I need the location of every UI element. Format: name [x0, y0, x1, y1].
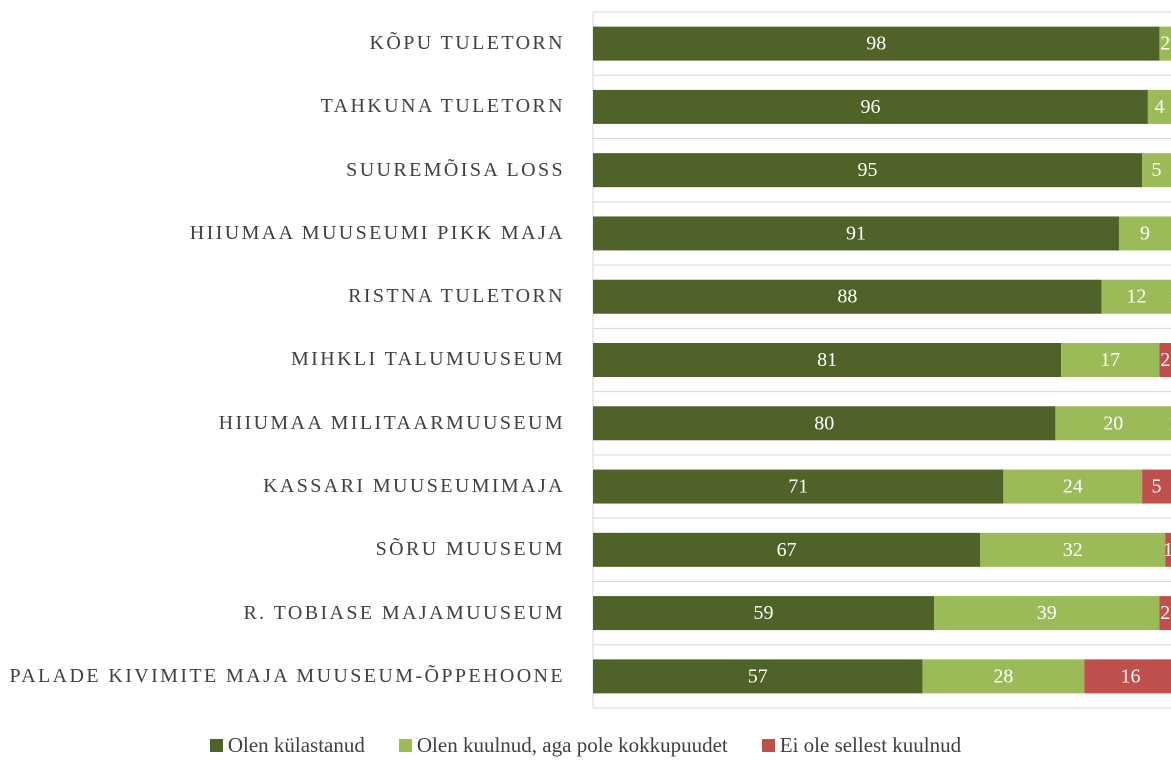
- legend-item: Olen kuulnud, aga pole kokkupuudet: [398, 733, 728, 758]
- category-label: MIHKLI TALUMUUSEUM: [290, 348, 565, 371]
- category-label: KASSARI MUUSEUMIMAJA: [263, 475, 565, 498]
- bar-segment: [1118, 216, 1171, 251]
- bar-segment: [593, 406, 1056, 441]
- legend-swatch: [209, 739, 223, 752]
- data-label: 5: [1152, 159, 1162, 181]
- category-label: HIIUMAA MILITAARMUUSEUM: [218, 411, 565, 434]
- bar-segment: [1101, 279, 1171, 314]
- legend-label: Olen külastanud: [227, 733, 365, 757]
- data-label: 32: [1063, 539, 1083, 561]
- data-label: 5: [1152, 476, 1162, 498]
- data-label: 96: [860, 96, 880, 118]
- bar-segment: [1142, 153, 1171, 188]
- category-label: SUUREMÕISA LOSS: [346, 158, 565, 181]
- bar-segment: [1003, 469, 1143, 504]
- data-label: 98: [866, 33, 886, 55]
- bar-segment: [1159, 26, 1171, 61]
- category-label: TAHKUNA TULETORN: [320, 95, 565, 118]
- bar-segment: [593, 532, 981, 567]
- data-label: 88: [837, 286, 857, 308]
- bar-segment: [593, 26, 1160, 61]
- bar-segment: [1147, 89, 1171, 124]
- bar-segment: [934, 596, 1160, 631]
- data-label: 95: [858, 159, 878, 181]
- legend-swatch: [761, 739, 775, 752]
- bar-segment: [593, 279, 1102, 314]
- bar-segment: [1084, 659, 1171, 694]
- legend-swatch: [398, 739, 412, 752]
- data-label: 12: [1126, 286, 1146, 308]
- data-label: 91: [846, 222, 866, 244]
- bar-segment: [1165, 532, 1171, 567]
- category-label: KÕPU TULETORN: [369, 32, 565, 55]
- legend-label: Ei ole sellest kuulnud: [779, 733, 962, 757]
- bar-segment: [593, 343, 1062, 377]
- bar-segment: [593, 469, 1004, 504]
- data-label: 1: [1169, 412, 1171, 434]
- data-label: 57: [748, 665, 768, 687]
- data-label: 81: [817, 349, 837, 371]
- bar-segment: [593, 216, 1119, 251]
- data-label: 71: [788, 476, 808, 498]
- legend-label: Olen kuulnud, aga pole kokkupuudet: [416, 733, 728, 757]
- bar-segment: [593, 153, 1143, 188]
- category-label: HIIUMAA MUUSEUMI PIKK MAJA: [189, 221, 565, 244]
- data-label: 4: [1154, 96, 1164, 118]
- legend-item: Olen külastanud: [209, 733, 365, 758]
- bar-segment: [1142, 469, 1171, 504]
- data-label: 20: [1103, 412, 1123, 434]
- bar-segment: [1159, 343, 1171, 377]
- data-label: 17: [1100, 349, 1120, 371]
- bar-segment: [1055, 406, 1171, 441]
- data-label: 59: [754, 602, 774, 624]
- category-label: R. TOBIASE MAJAMUUSEUM: [243, 601, 565, 624]
- bar-segment: [593, 89, 1148, 124]
- bar-segment: [922, 659, 1085, 694]
- data-label: 80: [814, 412, 834, 434]
- bar-segment: [1159, 596, 1171, 631]
- category-label: PALADE KIVIMITE MAJA MUUSEUM-ÕPPEHOONE: [9, 664, 565, 687]
- category-label: RISTNA TULETORN: [348, 285, 565, 308]
- data-label: 1: [1169, 286, 1171, 308]
- data-label: 2: [1160, 349, 1170, 371]
- legend: Olen külastanud Olen kuulnud, aga pole ko…: [0, 733, 1171, 758]
- bar-segment: [980, 532, 1166, 567]
- data-label: 9: [1140, 222, 1150, 244]
- bar-segment: [1061, 343, 1160, 377]
- data-label: 16: [1121, 665, 1141, 687]
- data-label: 2: [1160, 33, 1170, 55]
- data-label: 28: [993, 665, 1013, 687]
- data-label: 67: [777, 539, 797, 561]
- legend-item: Ei ole sellest kuulnud: [761, 733, 962, 758]
- bar-segment: [593, 596, 935, 631]
- bar-segment: [593, 659, 923, 694]
- data-label: 2: [1160, 602, 1170, 624]
- data-label: 24: [1063, 476, 1083, 498]
- data-label: 1: [1163, 539, 1171, 561]
- category-label: SÕRU MUUSEUM: [375, 538, 565, 561]
- data-label: 39: [1037, 602, 1057, 624]
